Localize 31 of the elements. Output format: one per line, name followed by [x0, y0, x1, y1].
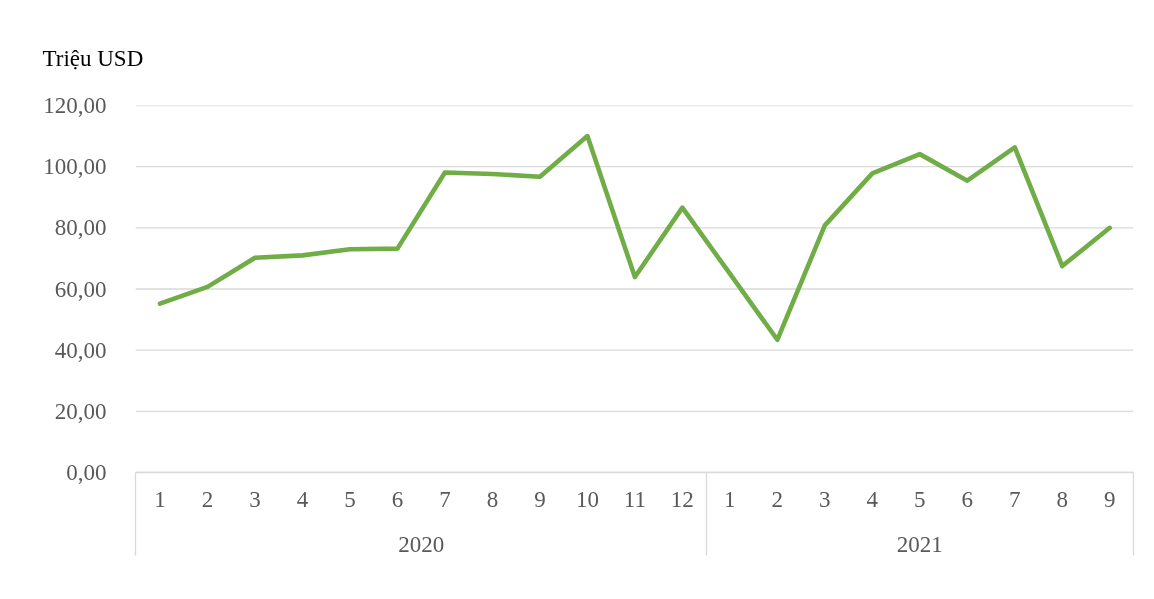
y-tick-label: 80,00	[54, 215, 107, 241]
text: 2020	[398, 531, 445, 557]
y-axis-title: Triệu USD	[42, 45, 144, 71]
y-tick-label: 60,00	[54, 276, 107, 302]
x-tick-label: 9	[1104, 486, 1116, 512]
x-tick-label: 2	[201, 486, 214, 512]
x-tick-label: 6	[391, 486, 404, 512]
x-tick-label: 4	[866, 486, 879, 512]
x-tick-label: 6	[961, 486, 974, 512]
text: 2021	[896, 531, 943, 557]
x-tick-label: 5	[344, 486, 356, 512]
x-tick-label: 7	[439, 486, 451, 512]
x-tick-label: 3	[819, 486, 831, 512]
x-tick-label: 1	[154, 486, 166, 512]
x-tick-label: 3	[249, 486, 261, 512]
x-tick-label: 4	[296, 486, 309, 512]
y-tick-label: 100,00	[43, 154, 107, 180]
x-tick-label: 10	[575, 486, 599, 512]
y-tick-label: 40,00	[54, 337, 107, 363]
y-tick-label: 0,00	[66, 460, 107, 485]
x-tick-label: 2	[771, 486, 784, 512]
x-tick-label: 8	[486, 486, 499, 512]
x-tick-label: 9	[534, 486, 546, 512]
x-tick-label: 7	[1009, 486, 1021, 512]
x-tick-label: 8	[1056, 486, 1069, 512]
x-tick-label: 12	[670, 486, 694, 512]
x-tick-label: 11	[623, 486, 646, 512]
x-tick-label: 1	[724, 486, 736, 512]
y-tick-label: 20,00	[54, 398, 107, 424]
y-tick-label: 120,00	[43, 93, 107, 118]
x-tick-label: 5	[914, 486, 926, 512]
